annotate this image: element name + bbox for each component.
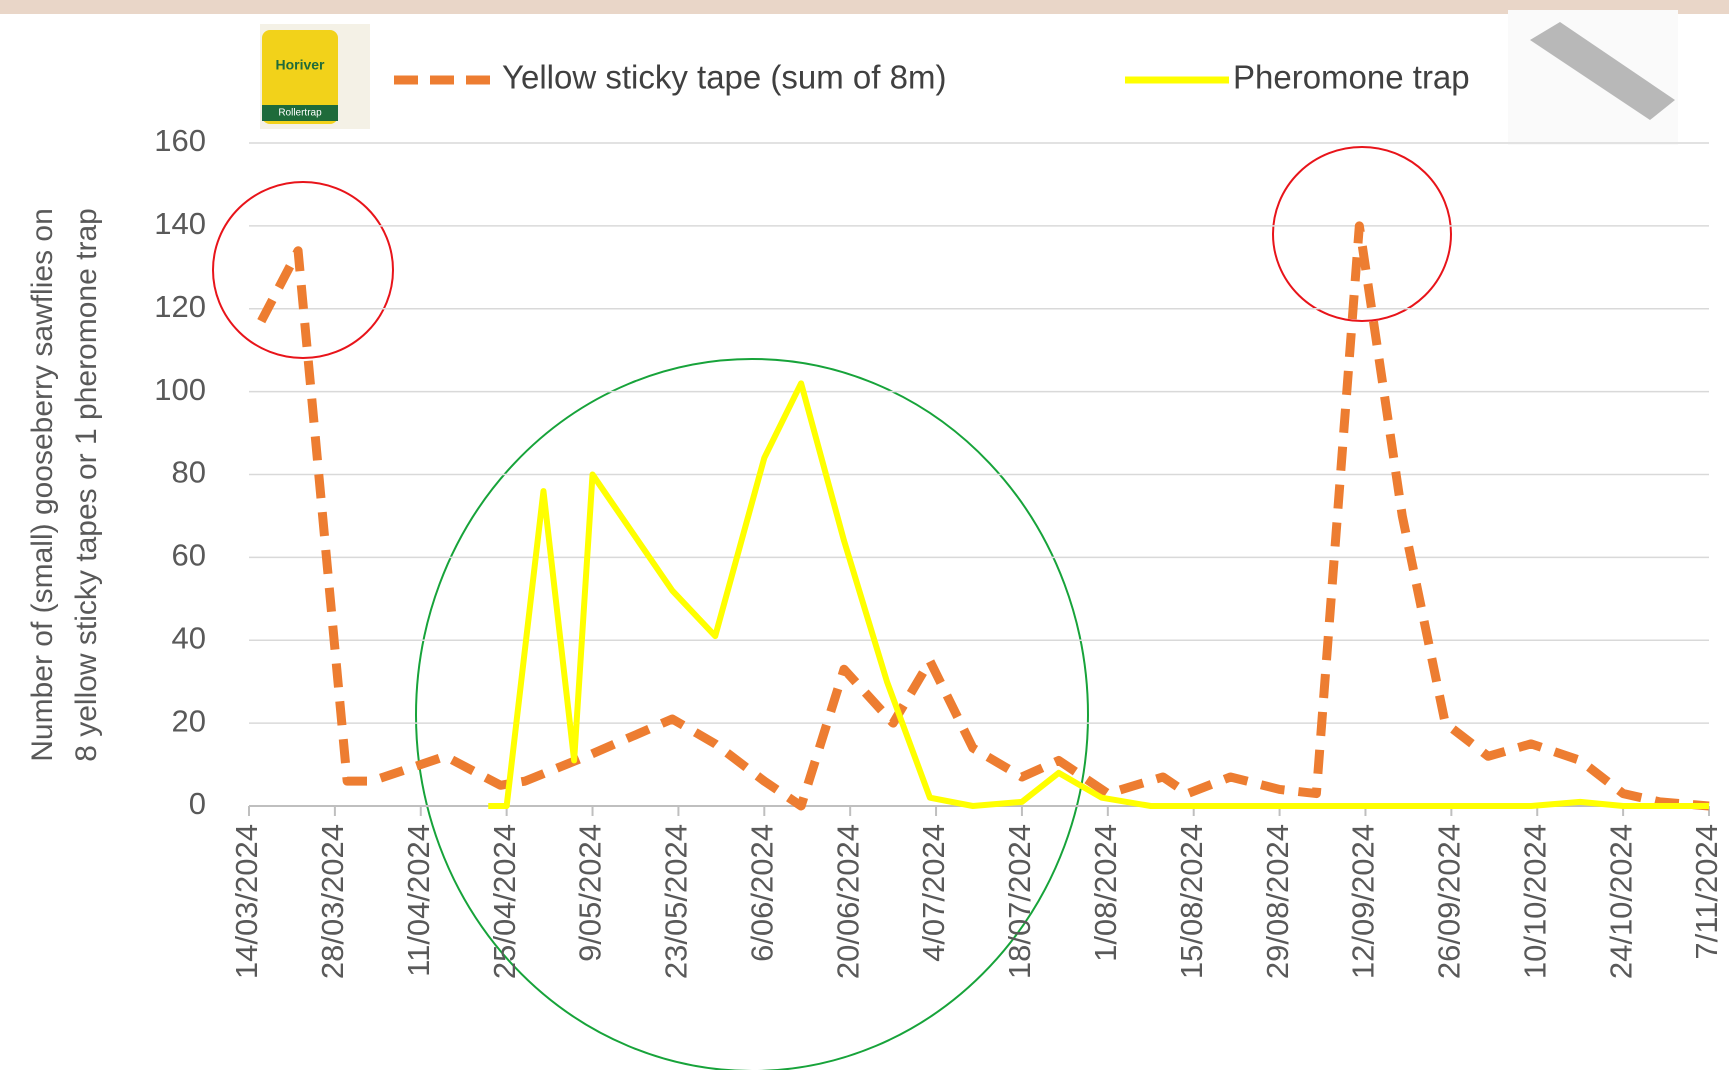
x-tick-label: 20/06/2024	[830, 824, 865, 979]
background-strip	[0, 0, 1729, 14]
highlight-circle	[415, 358, 1089, 1070]
series-line	[488, 380, 1709, 809]
y-tick-label: 160	[154, 123, 206, 158]
highlight-circle	[1272, 146, 1452, 322]
roll-band	[262, 105, 338, 121]
x-tick-label: 26/09/2024	[1432, 824, 1467, 979]
x-tick-label: 7/11/2024	[1689, 824, 1724, 960]
x-tick-label: 12/09/2024	[1346, 824, 1381, 979]
y-tick-label: 20	[172, 703, 206, 738]
x-tick-label: 10/10/2024	[1517, 824, 1552, 979]
legend-label: Pheromone trap	[1233, 59, 1470, 96]
y-tick-label: 100	[154, 372, 206, 407]
x-tick-label: 6/06/2024	[744, 824, 779, 962]
x-tick-label: 28/03/2024	[315, 824, 350, 979]
trap-tube	[1530, 22, 1675, 120]
x-tick-label: 1/08/2024	[1088, 824, 1123, 962]
brand-label: Horiver	[275, 57, 325, 73]
y-tick-label: 60	[172, 538, 206, 573]
y-tick-label: 120	[154, 289, 206, 324]
x-tick-label: 14/03/2024	[229, 824, 264, 979]
y-axis-title: Number of (small) gooseberry sawflies on	[26, 208, 59, 762]
x-tick-label: 4/07/2024	[916, 824, 951, 962]
x-tick-label: 15/08/2024	[1174, 824, 1209, 979]
y-axis-title: 8 yellow sticky tapes or 1 pheromone tra…	[70, 208, 103, 762]
y-tick-label: 40	[172, 620, 206, 655]
x-tick-label: 25/04/2024	[487, 824, 522, 979]
tape-roll	[262, 30, 338, 124]
x-tick-label: 11/04/2024	[401, 824, 436, 977]
product-photo: Horiver Rollertrap	[260, 24, 370, 129]
legend-label: Yellow sticky tape (sum of 8m)	[502, 59, 946, 96]
x-tick-label: 18/07/2024	[1002, 824, 1037, 979]
y-tick-label: 80	[172, 455, 206, 490]
x-tick-label: 9/05/2024	[573, 824, 608, 962]
y-tick-label: 140	[154, 206, 206, 241]
x-tick-label: 23/05/2024	[659, 824, 694, 979]
series-line	[257, 221, 1710, 811]
trap-photo	[1508, 10, 1678, 145]
highlight-circle	[212, 181, 394, 359]
x-tick-label: 29/08/2024	[1260, 824, 1295, 979]
product-name: Rollertrap	[278, 108, 322, 119]
y-tick-label: 0	[189, 786, 206, 821]
x-tick-label: 24/10/2024	[1603, 824, 1638, 979]
